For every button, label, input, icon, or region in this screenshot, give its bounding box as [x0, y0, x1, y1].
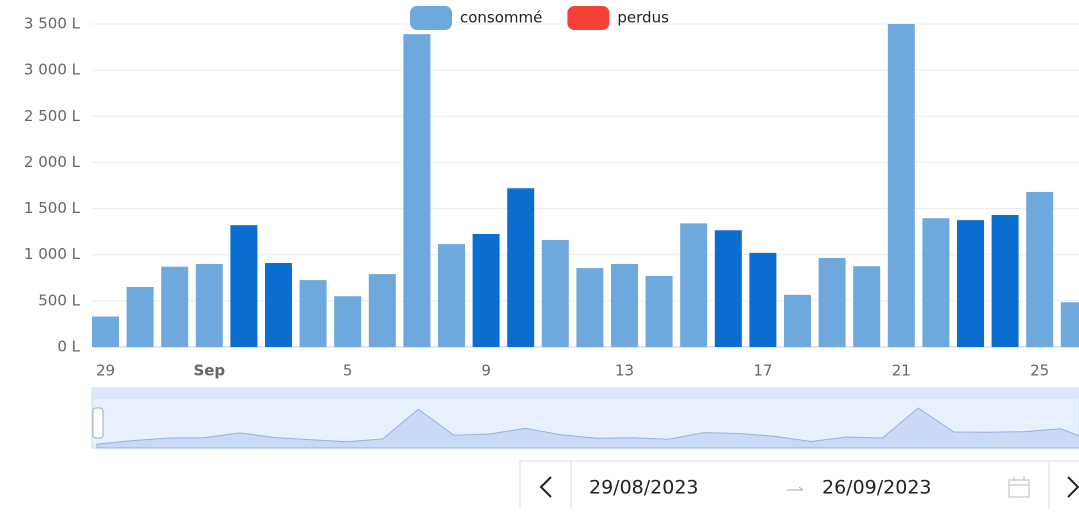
x-tick-label: 17 [753, 362, 772, 380]
bar [230, 225, 258, 347]
y-tick-label: 2 500 L [24, 107, 81, 125]
navigator-scrollbar[interactable] [92, 388, 1079, 399]
start-date[interactable]: 29/08/2023 [589, 477, 699, 499]
bar [1026, 191, 1054, 347]
date-picker[interactable] [519, 460, 1079, 512]
bar [265, 263, 292, 347]
legend-swatch [410, 6, 452, 30]
bar [749, 252, 777, 347]
bar [714, 230, 742, 347]
bar [1060, 302, 1079, 347]
legend-label: perdus [617, 9, 669, 27]
x-tick-label: 21 [892, 362, 911, 380]
bar [991, 215, 1019, 347]
bar [472, 233, 500, 347]
y-tick-label: 1 000 L [24, 245, 81, 263]
bar [784, 294, 811, 347]
bar [438, 244, 465, 347]
bar [334, 296, 362, 347]
y-tick-label: 3 000 L [24, 61, 81, 79]
y-tick-label: 0 L [57, 338, 80, 356]
y-tick-label: 3 500 L [24, 15, 81, 33]
x-tick-label: 9 [481, 362, 491, 380]
bar [680, 223, 708, 347]
navigator-area [96, 407, 1079, 449]
bar [195, 263, 223, 347]
calendar-icon[interactable] [1008, 476, 1030, 498]
bar [611, 263, 638, 347]
bar [368, 274, 396, 347]
next-button[interactable] [1067, 476, 1079, 498]
bar [853, 266, 881, 347]
x-tick-label: 29 [96, 362, 115, 380]
bar [541, 239, 569, 347]
bar [126, 287, 154, 347]
bar [818, 257, 846, 347]
navigator-handle[interactable] [92, 407, 104, 439]
bar [161, 266, 189, 347]
x-tick-label: Sep [193, 362, 225, 380]
x-tick-label: 13 [615, 362, 634, 380]
legend-label: consommé [460, 9, 542, 27]
range-arrow [787, 486, 804, 491]
bar [507, 188, 535, 347]
bar [957, 220, 984, 347]
bar [922, 218, 950, 347]
y-tick-label: 1 500 L [24, 199, 81, 217]
bar [576, 268, 604, 347]
bar [299, 280, 327, 347]
y-tick-label: 2 000 L [24, 153, 81, 171]
end-date[interactable]: 26/09/2023 [822, 477, 932, 499]
x-tick-label: 25 [1030, 362, 1049, 380]
bar [403, 34, 431, 347]
bar [645, 275, 673, 347]
prev-button[interactable] [539, 476, 552, 498]
bar [92, 316, 119, 347]
x-tick-label: 5 [343, 362, 353, 380]
y-tick-label: 500 L [38, 291, 80, 309]
legend-swatch [567, 6, 610, 30]
bar [887, 24, 915, 347]
